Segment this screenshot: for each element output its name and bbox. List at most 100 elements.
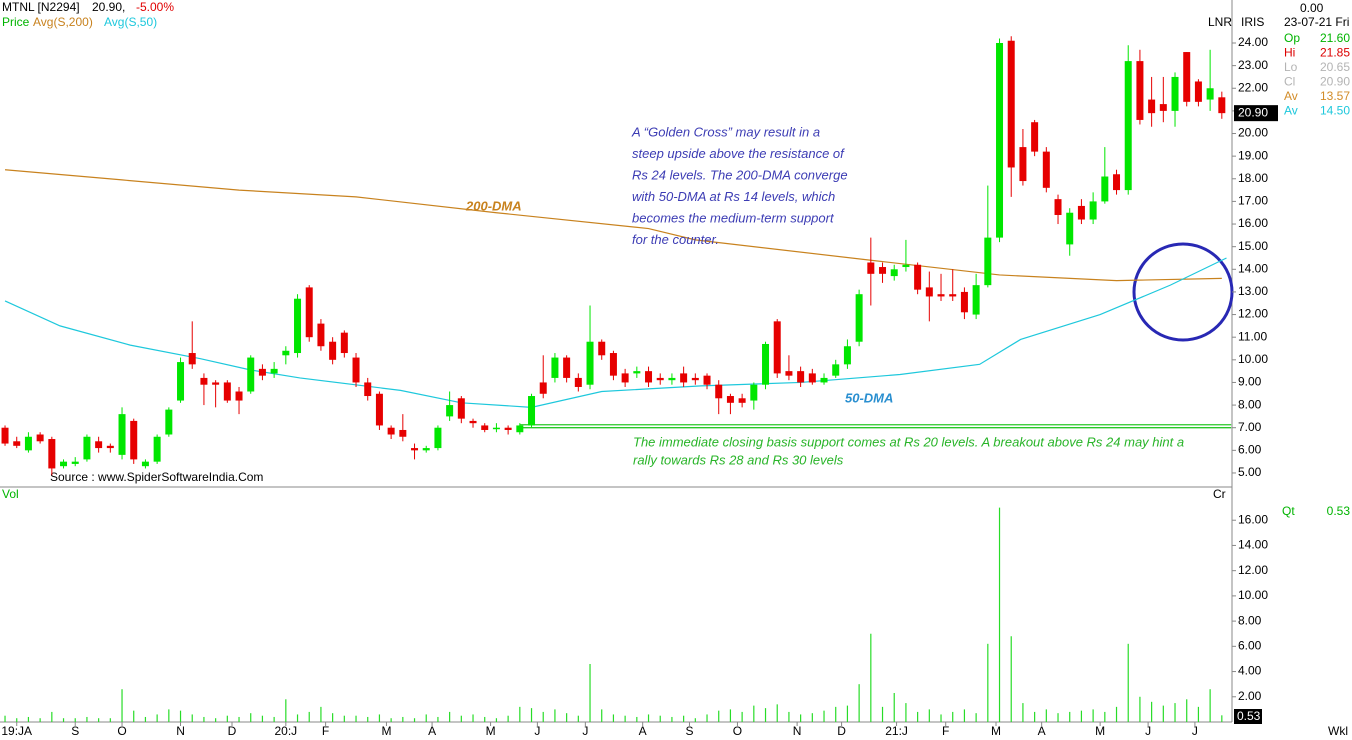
x-tick-label: J [1145,724,1151,738]
candle-body [235,391,243,401]
x-tick-label: J [1192,724,1198,738]
y-tick-label: 6.00 [1238,443,1262,457]
x-tick-label: O [733,724,742,738]
legend-price: Price [2,15,30,29]
candle-body [141,461,149,467]
info-label: Op [1284,31,1300,45]
candle-body [750,384,758,401]
y-tick-label: 10.00 [1238,588,1268,602]
candle-body [645,371,653,383]
source: Source : www.SpiderSoftwareIndia.Com [50,470,263,484]
candle-body [282,350,290,356]
x-tick-label: D [228,724,237,738]
qt-value: 0.53 [1327,504,1351,518]
candle-body [305,287,313,338]
info-value: 21.60 [1320,31,1350,45]
candle-body [949,294,957,297]
x-tick-label: 19:JA [1,724,32,738]
candle-body [937,294,945,297]
candle-body [715,384,723,399]
candle-body [668,377,676,381]
legend-avg50: Avg(S,50) [104,15,157,29]
date: 23-07-21 Fri [1284,15,1349,29]
annotation: becomes the medium-term support [632,210,835,225]
x-tick-label: N [793,724,802,738]
candle-body [340,332,348,354]
cr-label: Cr [1213,487,1226,501]
y-tick-label: 9.00 [1238,375,1262,389]
price-badge-bg [1234,105,1278,122]
x-tick-label: A [1038,724,1046,738]
y-tick-label: 19.00 [1238,148,1268,162]
candle-body [352,357,360,383]
legend-avg200: Avg(S,200) [33,15,93,29]
ma-label: 200-DMA [465,198,522,213]
candle-body [563,357,571,378]
candle-body [270,368,278,374]
candle-body [446,405,454,417]
candle-body [411,448,419,451]
candle-body [492,427,500,430]
candle-body [153,436,161,462]
x-tick-label: J [534,724,540,738]
candle-body [504,427,512,430]
candle-body [106,445,114,449]
candle-body [387,427,395,435]
candle-body [574,377,582,387]
candle-body [258,368,266,376]
candle-body [1148,99,1156,114]
info-label: Av [1284,104,1298,118]
candle-body [528,396,536,426]
y-tick-label: 7.00 [1238,420,1262,434]
candle-body [165,409,173,435]
y-tick-label: 16.00 [1238,216,1268,230]
candle-body [762,343,770,385]
candle-body [71,461,79,464]
x-tick-label: A [428,724,436,738]
last-price: 20.90, [92,0,125,14]
y-tick-label: 18.00 [1238,171,1268,185]
candle-body [609,353,617,376]
x-tick-label: F [322,724,329,738]
info-value: 21.85 [1320,46,1350,60]
candle-body [656,377,664,381]
candle-body [1194,81,1202,102]
y-tick-label: 24.00 [1238,35,1268,49]
candle-body [1042,151,1050,188]
candle-body [83,436,91,460]
candle-body [24,436,32,451]
change: -5.00% [136,0,174,14]
candle-body [773,321,781,374]
candle-body [177,362,185,401]
volume-badge-bg [1234,709,1262,724]
candle-body [36,434,44,442]
candle-body [118,414,126,455]
annotation: rally towards Rs 28 and Rs 30 levels [633,452,844,467]
candle-body [130,420,138,460]
y-tick-label: 6.00 [1238,639,1262,653]
x-tick-label: M [1095,724,1105,738]
candle-body [551,357,559,378]
candle-body [925,287,933,297]
ma-label: 50-DMA [845,390,893,405]
y-tick-label: 12.00 [1238,563,1268,577]
candle-body [972,285,980,315]
lnr: LNR [1208,15,1232,29]
y-tick-label: 17.00 [1238,194,1268,208]
iris: IRIS [1241,15,1264,29]
y-tick-label: 20.00 [1238,126,1268,140]
annotation: steep upside above the resistance of [632,146,845,161]
x-tick-label: S [685,724,693,738]
candle-body [469,420,477,424]
candle-body [364,382,372,397]
candle-body [48,439,56,469]
candle-body [738,398,746,403]
candle-body [1031,122,1039,152]
y-tick-label: 16.00 [1238,512,1268,526]
x-tick-label: M [486,724,496,738]
y-tick-label: 11.00 [1238,329,1267,343]
x-tick-label: N [176,724,185,738]
info-label: Av [1284,89,1298,103]
candle-body [481,425,489,430]
y-tick-label: 5.00 [1238,465,1262,479]
